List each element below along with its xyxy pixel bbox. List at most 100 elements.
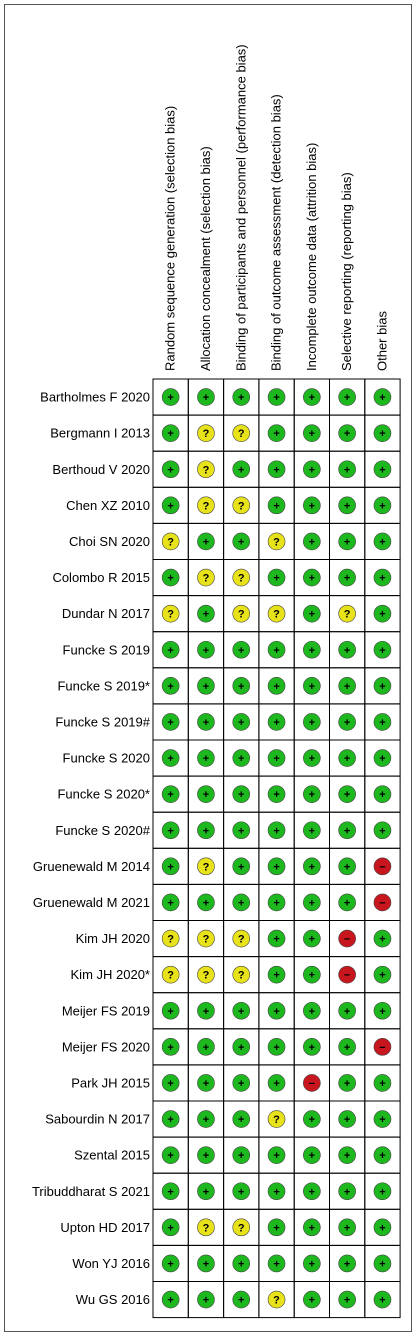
low-risk-marker [232, 1254, 251, 1273]
rating-symbol: − [379, 861, 385, 873]
rating-symbol: + [167, 1222, 173, 1234]
low-risk-marker [267, 749, 286, 767]
unclear-risk-marker [232, 424, 251, 442]
rating-symbol: + [238, 645, 244, 657]
rating-symbol: + [379, 1078, 385, 1090]
low-risk-marker [373, 460, 392, 479]
rating-symbol: + [203, 645, 209, 657]
rating-symbol: + [344, 1295, 350, 1307]
rating-symbol: + [238, 753, 244, 765]
column-label: Binding of participants and personnel (p… [233, 44, 248, 371]
rating-symbol: + [167, 861, 173, 873]
rating-symbol: + [273, 825, 279, 837]
low-risk-marker [267, 568, 286, 587]
low-risk-marker [161, 1290, 180, 1309]
low-risk-marker [197, 1038, 215, 1056]
rating-symbol: + [238, 1150, 244, 1162]
low-risk-marker [338, 1146, 356, 1164]
rating-symbol: ? [203, 861, 210, 873]
rating-symbol: + [238, 789, 244, 801]
low-risk-marker [232, 1074, 251, 1092]
low-risk-marker [267, 1074, 286, 1092]
rating-symbol: + [203, 1186, 209, 1198]
unclear-risk-marker [267, 532, 286, 551]
low-risk-marker [338, 1038, 356, 1056]
low-risk-marker [232, 749, 251, 767]
rating-symbol: + [309, 392, 315, 404]
unclear-risk-marker [161, 965, 180, 984]
study-label: Park JH 2015 [71, 1075, 150, 1090]
low-risk-marker [338, 785, 356, 803]
rating-symbol: + [344, 1222, 350, 1234]
rating-symbol: + [273, 464, 279, 476]
rating-symbol: + [203, 825, 209, 837]
low-risk-marker [303, 713, 321, 731]
column-label: Random sequence generation (selection bi… [163, 106, 178, 371]
low-risk-marker [303, 785, 321, 803]
rating-symbol: + [167, 717, 173, 729]
rating-symbol: + [309, 1150, 315, 1162]
low-risk-marker [232, 1182, 251, 1201]
study-label: Upton HD 2017 [60, 1220, 150, 1235]
low-risk-marker [161, 460, 180, 479]
low-risk-marker [303, 965, 321, 984]
rating-symbol: + [273, 1006, 279, 1018]
low-risk-marker [161, 496, 180, 515]
high-risk-marker [303, 1074, 321, 1092]
rating-symbol: ? [238, 500, 245, 512]
study-label: Won YJ 2016 [72, 1256, 150, 1271]
rating-symbol: + [379, 825, 385, 837]
rating-symbol: + [309, 1258, 315, 1270]
rating-symbol: + [309, 825, 315, 837]
low-risk-marker [303, 568, 321, 587]
low-risk-marker [303, 1001, 321, 1020]
rating-symbol: + [344, 1114, 350, 1126]
rating-symbol: − [344, 934, 350, 946]
study-label: Chen XZ 2010 [66, 498, 150, 513]
rating-symbol: + [309, 536, 315, 548]
rating-symbol: + [344, 1258, 350, 1270]
unclear-risk-marker [267, 1110, 286, 1128]
low-risk-marker [197, 713, 215, 731]
rating-symbol: + [273, 861, 279, 873]
rating-symbol: + [238, 1295, 244, 1307]
unclear-risk-marker [232, 1218, 251, 1237]
low-risk-marker [232, 821, 251, 840]
rating-symbol: ? [273, 536, 280, 548]
rating-symbol: + [309, 970, 315, 982]
low-risk-marker [232, 640, 251, 659]
low-risk-marker [161, 749, 180, 767]
study-label: Colombo R 2015 [52, 570, 150, 585]
low-risk-marker [161, 677, 180, 695]
rating-symbol: + [273, 681, 279, 693]
low-risk-marker [303, 929, 321, 948]
rating-symbol: ? [273, 1295, 280, 1307]
low-risk-marker [373, 1110, 392, 1128]
rating-symbol: ? [238, 609, 245, 621]
low-risk-marker [373, 496, 392, 515]
unclear-risk-marker [197, 929, 215, 948]
low-risk-marker [197, 893, 215, 912]
rating-symbol: ? [238, 934, 245, 946]
rating-symbol: + [309, 897, 315, 909]
rating-symbol: + [238, 1258, 244, 1270]
column-label: Selective reporting (reporting bias) [339, 172, 354, 371]
rating-symbol: + [379, 645, 385, 657]
low-risk-marker [373, 965, 392, 984]
low-risk-marker [232, 713, 251, 731]
low-risk-marker [373, 1218, 392, 1237]
low-risk-marker [161, 821, 180, 840]
rating-symbol: + [344, 392, 350, 404]
rating-symbol: + [379, 1150, 385, 1162]
low-risk-marker [373, 1001, 392, 1020]
study-label: Dundar N 2017 [62, 606, 150, 621]
rating-symbol: ? [203, 1222, 210, 1234]
low-risk-marker [373, 677, 392, 695]
study-label: Choi SN 2020 [69, 534, 150, 549]
rating-symbol: + [379, 681, 385, 693]
rating-symbol: + [309, 789, 315, 801]
unclear-risk-marker [197, 857, 215, 876]
low-risk-marker [197, 1182, 215, 1201]
high-risk-marker [373, 893, 392, 912]
high-risk-marker [338, 929, 356, 948]
